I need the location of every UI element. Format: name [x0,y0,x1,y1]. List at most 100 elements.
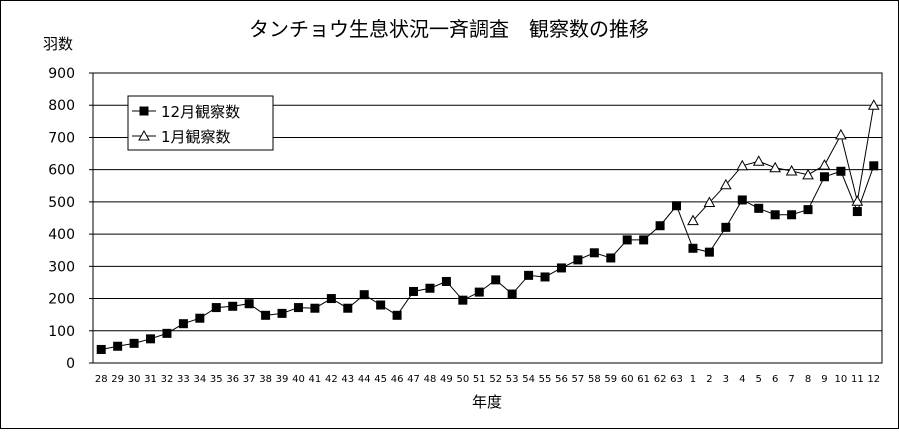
y-tick-label: 900 [48,66,75,82]
data-point [703,196,716,208]
data-point [556,263,566,273]
x-tick-label: 37 [243,374,256,385]
data-point [409,286,419,296]
data-point [802,168,814,180]
x-tick-label: 59 [604,374,617,385]
data-point [96,344,106,354]
x-tick-label: 56 [555,374,568,385]
data-point [606,253,616,263]
legend-box [127,95,274,151]
data-point [737,195,747,205]
legend-marker [139,106,149,116]
x-tick-label: 55 [539,374,552,385]
data-point [688,243,698,253]
data-point [425,283,435,293]
x-tick-label: 7 [788,374,794,385]
data-point [672,201,682,211]
x-tick-label: 45 [374,374,387,385]
data-point [491,275,501,285]
data-point [687,214,699,226]
data-point [326,294,336,304]
data-point [818,159,831,170]
data-point [507,289,517,299]
x-tick-label: 33 [177,374,190,385]
data-point [458,295,468,305]
data-point [441,276,451,286]
x-tick-label: 60 [621,374,634,385]
data-point [852,207,862,217]
data-point [736,159,749,171]
data-point [146,334,156,344]
x-tick-label: 51 [473,374,486,385]
y-tick-label: 100 [48,324,75,340]
data-point [869,161,879,171]
x-tick-label: 34 [193,374,206,385]
x-tick-label: 42 [325,374,338,385]
data-point [113,341,123,351]
data-point [540,272,550,282]
data-point [787,210,797,220]
x-tick-label: 2 [706,374,712,385]
y-tick-label: 300 [48,259,75,275]
x-tick-label: 54 [522,374,535,385]
y-axis-label: 羽数 [43,35,73,53]
y-tick-label: 200 [48,292,75,308]
x-tick-label: 6 [772,374,778,385]
x-tick-label: 63 [670,374,683,385]
data-point [752,155,765,166]
data-point [770,210,780,220]
x-tick-label: 61 [637,374,650,385]
x-tick-label: 49 [440,374,453,385]
x-tick-label: 53 [506,374,519,385]
x-tick-label: 44 [358,374,371,385]
legend: 12月観察数 1月観察数 [127,95,274,151]
data-point [769,161,782,173]
data-point [721,222,731,232]
x-tick-label: 48 [424,374,437,385]
x-tick-label: 43 [341,374,354,385]
x-tick-label: 5 [756,374,762,385]
data-point [195,313,205,323]
x-axis-label: 年度 [472,393,502,411]
data-point [293,303,303,313]
x-tick-label: 10 [835,374,848,385]
chart-title: タンチョウ生息状況一斉調査 観察数の推移 [249,17,649,41]
x-tick-label: 8 [805,374,811,385]
x-tick-label: 38 [259,374,272,385]
x-tick-label: 35 [210,374,223,385]
data-point [851,195,864,206]
x-tick-label: 36 [226,374,239,385]
y-tick-label: 600 [48,163,75,179]
data-point [835,128,847,140]
data-point [310,303,320,313]
data-point [178,319,188,329]
data-point [589,248,599,258]
x-tick-label: 28 [95,374,108,385]
data-point [655,221,665,231]
data-point [228,301,238,311]
y-tick-label: 800 [48,98,75,114]
x-tick-label: 50 [456,374,469,385]
series-1 [96,161,879,354]
y-tick-label: 700 [48,130,75,146]
data-point [785,164,798,176]
x-tick-label: 29 [111,374,124,385]
x-tick-label: 11 [851,374,864,385]
x-tick-label: 3 [723,374,729,385]
legend-entry: 1月観察数 [161,128,231,146]
x-tick-label: 30 [128,374,141,385]
x-tick-label: 58 [588,374,601,385]
x-tick-label: 4 [739,374,745,385]
data-point [704,247,714,257]
series-2 [687,99,880,226]
y-tick-label: 0 [66,356,75,372]
data-point [376,300,386,310]
data-point [211,303,221,313]
x-tick-label: 52 [489,374,502,385]
data-point [754,203,764,213]
legend-marker [138,129,150,141]
data-point [343,303,353,313]
